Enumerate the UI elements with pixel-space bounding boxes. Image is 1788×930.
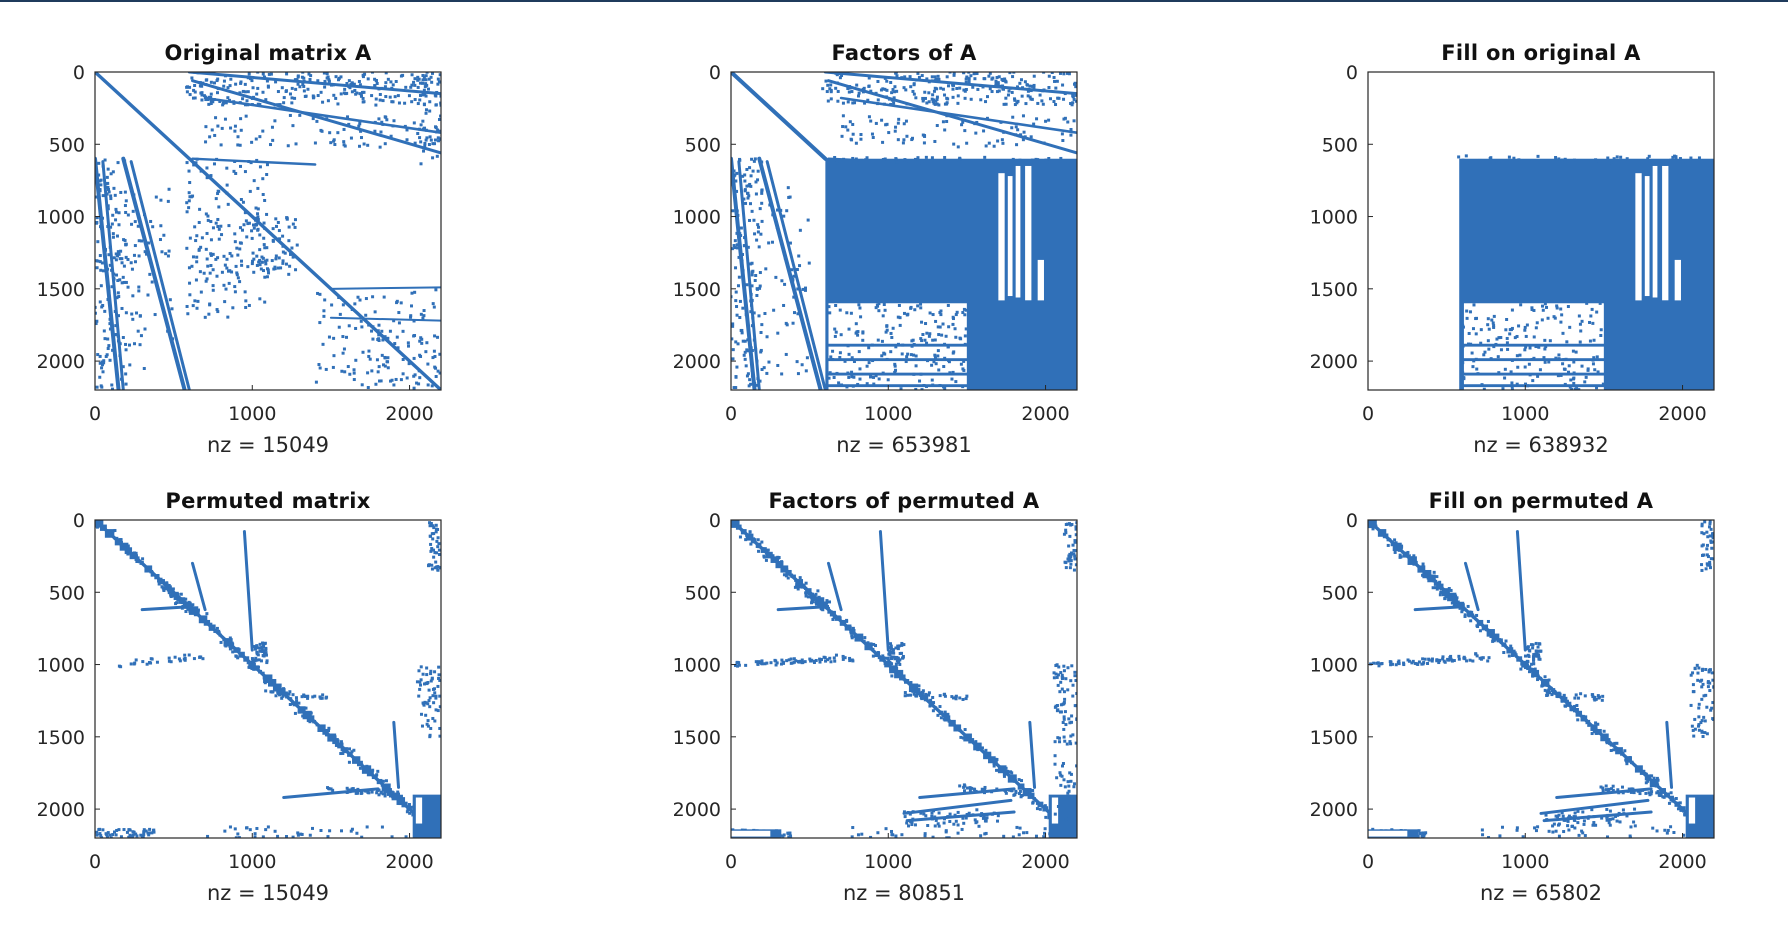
y-tick-label: 1000 (1310, 655, 1358, 677)
x-tick-label: 1000 (864, 851, 912, 873)
sparsity-pattern (1368, 520, 1714, 838)
y-tick-label: 1000 (1310, 207, 1358, 229)
subplot-title: Permuted matrix (165, 489, 370, 513)
subplot-1: Original matrix A 0 500 1000 1500 2000 0 1000 20… (37, 41, 442, 457)
axes-frame (94, 71, 442, 391)
x-tick-label: 0 (1362, 403, 1374, 425)
x-tick-label: 0 (89, 403, 101, 425)
window-top-border (0, 0, 1788, 2)
y-tick-label: 2000 (673, 799, 721, 821)
y-tick-label: 1500 (1310, 727, 1358, 749)
y-tick-label: 500 (1322, 582, 1358, 604)
x-tick-label: 2000 (385, 851, 433, 873)
y-tick-label: 2000 (1310, 799, 1358, 821)
y-tick-label: 0 (1346, 62, 1358, 84)
y-tick-label: 1000 (37, 207, 85, 229)
x-tick-label: 1000 (1501, 403, 1549, 425)
y-tick-label: 1500 (673, 279, 721, 301)
y-tick-label: 0 (709, 510, 721, 532)
subplot-4: Permuted matrix 0 500 1000 1500 2000 0 1000 2000… (37, 489, 442, 905)
y-tick-label: 0 (73, 510, 85, 532)
x-tick-label: 0 (725, 403, 737, 425)
subplot-title: Factors of permuted A (769, 489, 1040, 513)
y-tick-label: 2000 (37, 351, 85, 373)
y-tick-label: 2000 (37, 799, 85, 821)
y-tick-label: 1000 (673, 207, 721, 229)
x-axis-label: nz = 65802 (1480, 881, 1602, 905)
x-tick-label: 0 (725, 851, 737, 873)
y-tick-label: 1500 (673, 727, 721, 749)
y-tick-label: 1500 (37, 727, 85, 749)
y-tick-label: 1000 (673, 655, 721, 677)
sparsity-pattern (95, 520, 441, 838)
subplot-6: Fill on permuted A 0 500 1000 1500 2000 0 1000 2… (1310, 489, 1715, 905)
subplot-title: Original matrix A (164, 41, 372, 65)
axes-frame (1367, 519, 1715, 839)
y-tick-label: 0 (73, 62, 85, 84)
y-tick-label: 1500 (37, 279, 85, 301)
sparsity-pattern (95, 72, 441, 390)
x-tick-label: 2000 (1658, 403, 1706, 425)
sparsity-pattern (731, 72, 1077, 390)
subplot-5: Factors of permuted A 0 500 1000 1500 2000 0 10… (673, 489, 1078, 905)
subplot-3: Fill on original A 0 500 1000 1500 2000 0 1000 2… (1310, 41, 1715, 457)
sparsity-pattern (731, 520, 1077, 838)
x-tick-label: 2000 (1021, 403, 1069, 425)
y-tick-label: 0 (709, 62, 721, 84)
x-tick-label: 2000 (1021, 851, 1069, 873)
subplot-2: Factors of A 0 500 1000 1500 2000 0 1000 2000 nz … (673, 41, 1078, 457)
x-tick-label: 0 (89, 851, 101, 873)
subplot-title: Factors of A (831, 41, 977, 65)
y-tick-label: 500 (685, 582, 721, 604)
x-axis-label: nz = 15049 (207, 433, 329, 457)
y-tick-label: 2000 (1310, 351, 1358, 373)
y-tick-label: 1000 (37, 655, 85, 677)
x-tick-label: 1000 (864, 403, 912, 425)
x-tick-label: 1000 (228, 851, 276, 873)
subplot-title: Fill on permuted A (1429, 489, 1654, 513)
axes-frame (730, 519, 1078, 839)
x-axis-label: nz = 15049 (207, 881, 329, 905)
axes-frame (94, 519, 442, 839)
subplot-title: Fill on original A (1441, 41, 1641, 65)
y-tick-label: 0 (1346, 510, 1358, 532)
x-tick-label: 2000 (385, 403, 433, 425)
x-tick-label: 1000 (1501, 851, 1549, 873)
axes-frame (1367, 71, 1715, 391)
x-axis-label: nz = 653981 (836, 433, 971, 457)
y-tick-label: 500 (685, 134, 721, 156)
y-tick-label: 500 (49, 582, 85, 604)
y-tick-label: 2000 (673, 351, 721, 373)
x-tick-label: 0 (1362, 851, 1374, 873)
y-tick-label: 1500 (1310, 279, 1358, 301)
x-tick-label: 2000 (1658, 851, 1706, 873)
x-tick-label: 1000 (228, 403, 276, 425)
y-tick-label: 500 (49, 134, 85, 156)
sparsity-pattern (1457, 154, 1714, 390)
axes-frame (730, 71, 1078, 391)
y-tick-label: 500 (1322, 134, 1358, 156)
x-axis-label: nz = 638932 (1473, 433, 1608, 457)
x-axis-label: nz = 80851 (843, 881, 965, 905)
